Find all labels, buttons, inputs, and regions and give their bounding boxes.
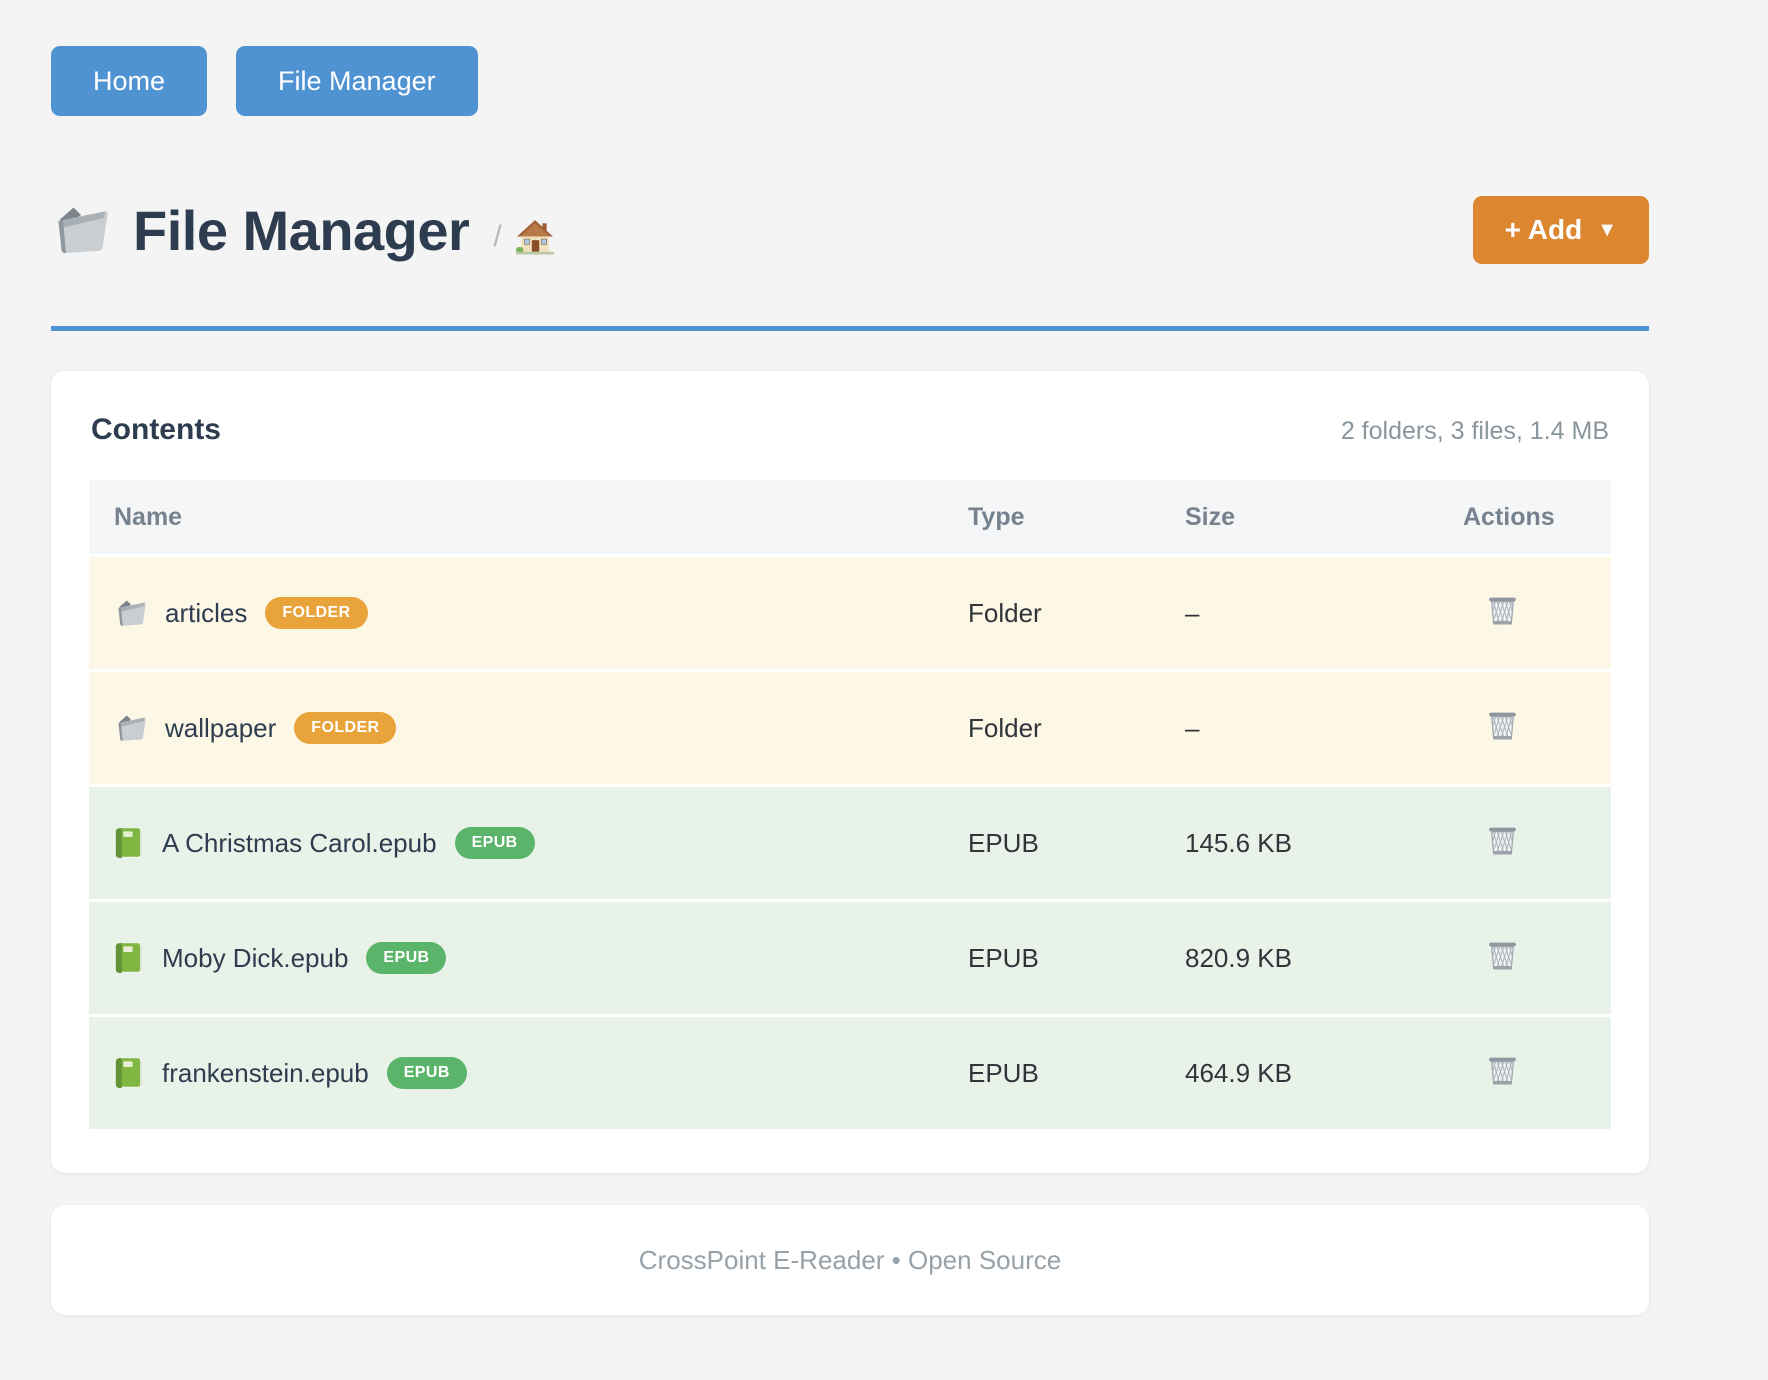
delete-button[interactable] — [1485, 593, 1520, 628]
name-cell: Moby Dick.epub EPUB — [89, 942, 956, 975]
file-name-link[interactable]: Moby Dick.epub — [162, 942, 349, 973]
page-title: File Manager — [133, 198, 470, 262]
size-cell: – — [1185, 597, 1200, 628]
name-cell: articles FOLDER — [89, 597, 956, 629]
type-cell: EPUB — [968, 942, 1039, 973]
trash-icon — [1485, 708, 1520, 743]
file-name-link[interactable]: A Christmas Carol.epub — [162, 827, 437, 858]
actions-cell — [1451, 708, 1611, 748]
file-table: Name Type Size Actions articles FOLDER F… — [89, 480, 1611, 1129]
breadcrumb: / — [493, 218, 554, 256]
book-icon — [114, 827, 145, 860]
caret-down-icon: ▼ — [1597, 219, 1617, 241]
trash-icon — [1485, 593, 1520, 628]
breadcrumb-separator: / — [493, 220, 502, 253]
size-cell: – — [1185, 712, 1200, 743]
breadcrumb-home-link[interactable] — [515, 218, 554, 256]
house-icon — [515, 218, 554, 256]
type-cell: EPUB — [968, 827, 1039, 858]
type-badge: EPUB — [366, 942, 447, 974]
folder-icon — [114, 713, 148, 743]
home-button[interactable]: Home — [51, 46, 208, 116]
folder-icon — [114, 598, 148, 628]
add-button[interactable]: + Add ▼ — [1472, 196, 1649, 264]
actions-cell — [1451, 938, 1611, 978]
contents-title: Contents — [91, 413, 221, 446]
type-cell: EPUB — [968, 1057, 1039, 1088]
file-name-link[interactable]: articles — [165, 597, 248, 628]
table-row: Moby Dick.epub EPUB EPUB 820.9 KB — [89, 899, 1611, 1014]
table-row: A Christmas Carol.epub EPUB EPUB 145.6 K… — [89, 784, 1611, 899]
table-body: articles FOLDER Folder – — [89, 554, 1611, 1129]
actions-cell — [1451, 823, 1611, 863]
name-cell: A Christmas Carol.epub EPUB — [89, 827, 956, 860]
add-button-label: + Add — [1504, 214, 1583, 245]
file-manager-button[interactable]: File Manager — [236, 46, 478, 116]
delete-button[interactable] — [1485, 708, 1520, 743]
file-name-link[interactable]: frankenstein.epub — [162, 1057, 369, 1088]
size-cell: 145.6 KB — [1185, 827, 1292, 858]
size-cell: 820.9 KB — [1185, 942, 1292, 973]
file-name-link[interactable]: wallpaper — [165, 712, 277, 743]
open-folder-icon — [51, 203, 111, 257]
actions-cell — [1451, 593, 1611, 633]
table-row: articles FOLDER Folder – — [89, 554, 1611, 669]
name-cell: frankenstein.epub EPUB — [89, 1057, 956, 1090]
contents-summary: 2 folders, 3 files, 1.4 MB — [1340, 417, 1609, 445]
table-row: frankenstein.epub EPUB EPUB 464.9 KB — [89, 1014, 1611, 1129]
size-cell: 464.9 KB — [1185, 1057, 1292, 1088]
trash-icon — [1485, 938, 1520, 973]
trash-icon — [1485, 1053, 1520, 1088]
column-header-type: Type — [968, 502, 1025, 531]
table-row: wallpaper FOLDER Folder – — [89, 669, 1611, 784]
delete-button[interactable] — [1485, 1053, 1520, 1088]
footer: CrossPoint E-Reader • Open Source — [51, 1205, 1649, 1315]
top-nav: Home File Manager — [51, 46, 1649, 116]
type-cell: Folder — [968, 712, 1042, 743]
delete-button[interactable] — [1485, 938, 1520, 973]
column-header-actions: Actions — [1463, 502, 1555, 531]
footer-text: CrossPoint E-Reader • Open Source — [638, 1244, 1062, 1275]
type-badge: EPUB — [454, 827, 535, 859]
column-header-size: Size — [1185, 502, 1236, 531]
type-cell: Folder — [968, 597, 1042, 628]
name-cell: wallpaper FOLDER — [89, 712, 956, 744]
title-group: File Manager / — [51, 198, 554, 263]
type-badge: FOLDER — [294, 712, 397, 744]
type-badge: EPUB — [386, 1057, 467, 1089]
actions-cell — [1451, 1053, 1611, 1093]
contents-card: Contents 2 folders, 3 files, 1.4 MB Name… — [51, 371, 1649, 1173]
type-badge: FOLDER — [265, 597, 368, 629]
title-divider — [51, 326, 1649, 331]
page: Home File Manager File Manager / — [51, 46, 1649, 1315]
contents-card-header: Contents 2 folders, 3 files, 1.4 MB — [89, 413, 1611, 447]
page-header: File Manager / — [51, 196, 1649, 264]
column-header-name: Name — [114, 502, 183, 531]
book-icon — [114, 1057, 145, 1090]
delete-button[interactable] — [1485, 823, 1520, 858]
table-header: Name Type Size Actions — [89, 480, 1611, 554]
book-icon — [114, 942, 145, 975]
trash-icon — [1485, 823, 1520, 858]
